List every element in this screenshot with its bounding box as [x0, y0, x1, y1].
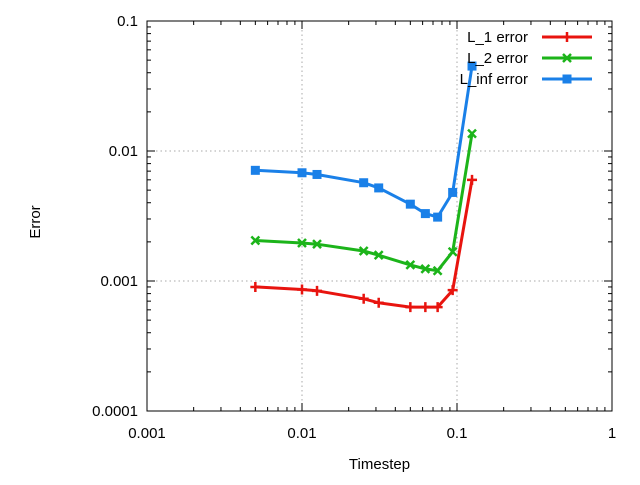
data-point — [432, 302, 443, 313]
data-point — [373, 297, 384, 308]
data-point — [405, 199, 415, 209]
grid-lines — [147, 21, 612, 411]
data-point — [405, 302, 416, 313]
x-axis-label: Timestep — [349, 456, 410, 473]
series-line — [255, 179, 474, 309]
data-point — [297, 168, 307, 178]
data-point — [448, 187, 458, 197]
data-point — [420, 209, 430, 219]
series-line — [255, 65, 474, 219]
data-point — [447, 285, 458, 296]
y-axis-label: Error — [27, 205, 44, 238]
x-tick-label: 0.1 — [447, 425, 468, 442]
legend-marker — [562, 74, 572, 84]
data-point — [374, 183, 384, 193]
data-point — [432, 265, 443, 276]
series-plus — [250, 174, 478, 313]
data-point — [420, 302, 431, 313]
data-point — [420, 263, 431, 274]
legend-marker — [562, 53, 572, 63]
data-point — [358, 246, 369, 256]
data-series — [250, 61, 478, 313]
series-line — [255, 133, 474, 273]
data-point — [467, 61, 477, 71]
data-point — [312, 239, 322, 250]
y-tick-label: 0.01 — [109, 143, 138, 160]
legend-marker — [562, 32, 572, 42]
data-point — [373, 250, 384, 261]
data-point — [358, 293, 369, 304]
y-tick-label: 0.1 — [117, 13, 138, 30]
data-point — [312, 169, 322, 179]
legend-label: L_1 error — [467, 29, 528, 46]
data-point — [297, 284, 307, 295]
data-point — [250, 235, 261, 246]
data-point — [467, 128, 477, 139]
x-tick-label: 1 — [608, 425, 616, 442]
data-point — [433, 212, 443, 222]
y-tick-label: 0.0001 — [92, 403, 138, 420]
data-point — [297, 238, 307, 248]
legend-label: L_2 error — [467, 50, 528, 67]
data-point — [250, 281, 261, 292]
x-tick-label: 0.01 — [287, 425, 316, 442]
data-point — [359, 178, 369, 188]
plot-frame — [146, 20, 613, 412]
data-point — [467, 174, 478, 185]
legend-label: L_inf error — [460, 71, 528, 88]
data-point — [405, 260, 416, 270]
legend: L_1 error L_2 error L_inf error — [460, 29, 592, 88]
axis-ticks: 0.001 0.01 0.1 1 0.0001 0.001 0.01 0.1 — [92, 13, 616, 442]
y-tick-label: 0.001 — [100, 273, 138, 290]
data-point — [250, 165, 260, 175]
series-cross — [250, 128, 477, 276]
data-point — [312, 285, 323, 296]
x-tick-label: 0.001 — [128, 425, 166, 442]
data-point — [447, 246, 458, 257]
series-square — [250, 61, 477, 222]
